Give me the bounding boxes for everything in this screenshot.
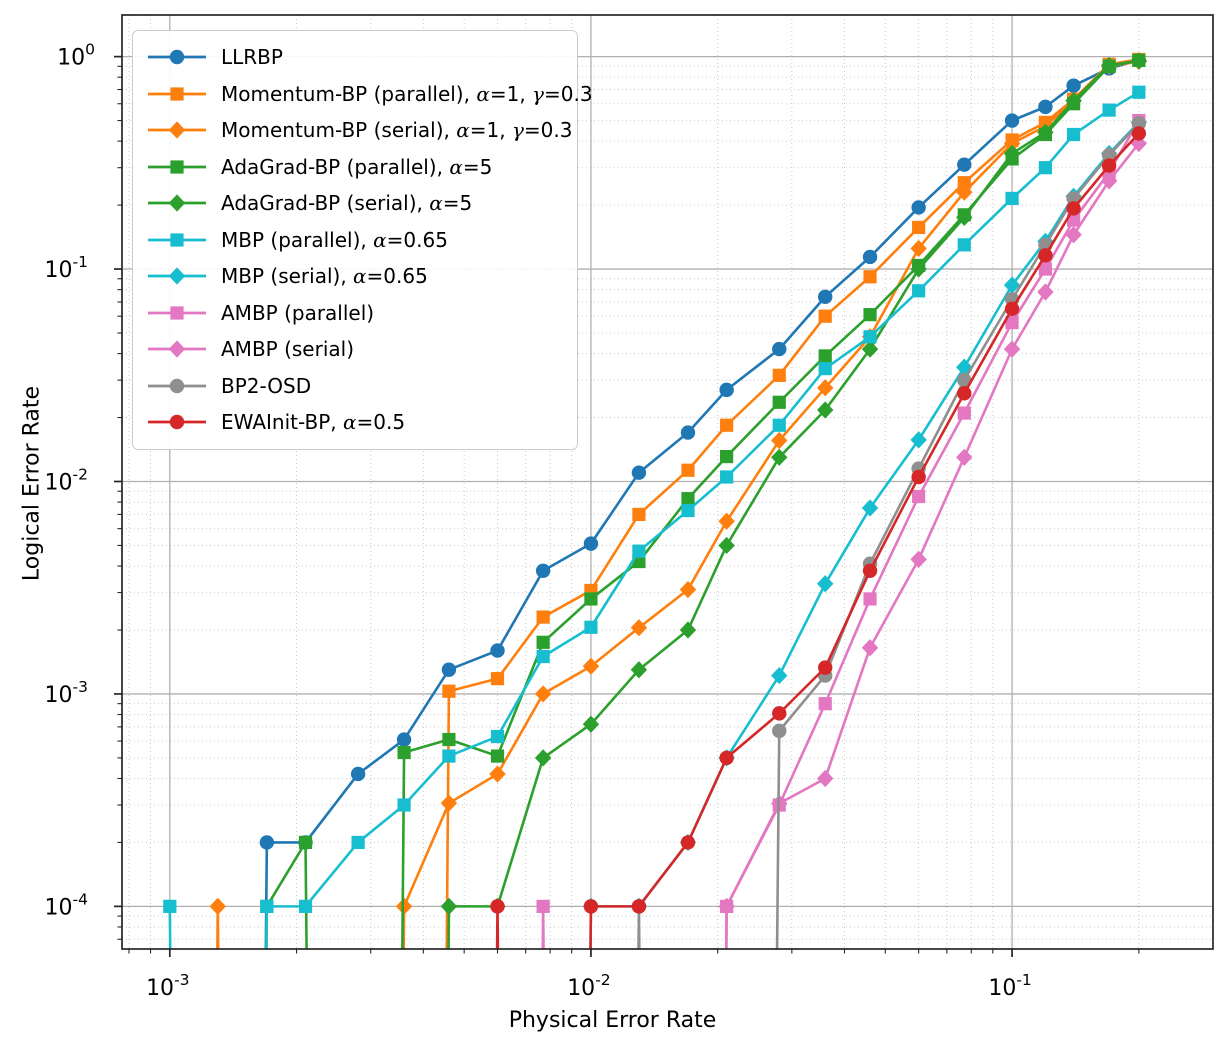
legend-item-ambp-serial-: AMBP (serial) — [133, 331, 577, 368]
y-tick-label: 10-2 — [45, 465, 88, 495]
square-marker-icon — [148, 233, 206, 247]
legend-item-adagrad-bp-serial-5: AdaGrad-BP (serial), α=5 — [133, 185, 577, 222]
y-axis-label: Logical Error Rate — [19, 385, 45, 582]
legend-label: AMBP (serial) — [221, 337, 354, 362]
circle-marker-icon — [148, 50, 206, 65]
series-mbp-parallel-0-65 — [163, 85, 1146, 949]
y-tick-label: 10-1 — [45, 253, 88, 283]
circle-marker-icon — [148, 415, 206, 430]
x-tick-label: 10-2 — [567, 971, 610, 1001]
y-tick-label: 10-4 — [45, 890, 88, 920]
legend-label: BP2-OSD — [221, 373, 312, 398]
legend-item-mbp-serial-0-65: MBP (serial), α=0.65 — [133, 258, 577, 295]
legend-item-bp2-osd: BP2-OSD — [133, 368, 577, 405]
legend-item-momentum-bp-serial-1-0-3: Momentum-BP (serial), α=1, γ=0.3 — [133, 112, 577, 149]
series-ewainit-bp-0-5 — [490, 126, 1147, 949]
y-tick-label: 100 — [57, 41, 95, 71]
legend-label: AMBP (parallel) — [221, 300, 375, 325]
y-tick-label: 10-3 — [45, 678, 88, 708]
x-tick-label: 10-3 — [146, 971, 189, 1001]
square-marker-icon — [148, 87, 206, 101]
legend-label: Momentum-BP (serial), α=1, γ=0.3 — [221, 118, 573, 143]
legend-item-momentum-bp-parallel-1-0-3: Momentum-BP (parallel), α=1, γ=0.3 — [133, 76, 593, 113]
legend-item-ambp-parallel-: AMBP (parallel) — [133, 295, 577, 332]
legend-item-ewainit-bp-0-5: EWAInit-BP, α=0.5 — [133, 404, 577, 441]
legend-label: AdaGrad-BP (parallel), α=5 — [221, 154, 493, 179]
diamond-marker-icon — [148, 121, 206, 139]
legend-item-mbp-parallel-0-65: MBP (parallel), α=0.65 — [133, 222, 577, 259]
legend-label: EWAInit-BP, α=0.5 — [221, 410, 406, 435]
square-marker-icon — [148, 160, 206, 174]
square-marker-icon — [148, 306, 206, 320]
diamond-marker-icon — [148, 267, 206, 285]
circle-marker-icon — [148, 378, 206, 393]
legend-label: AdaGrad-BP (serial), α=5 — [221, 191, 473, 216]
diamond-marker-icon — [148, 340, 206, 358]
diamond-marker-icon — [148, 194, 206, 212]
x-tick-label: 10-1 — [988, 971, 1031, 1001]
legend-label: Momentum-BP (parallel), α=1, γ=0.3 — [221, 81, 593, 106]
x-axis-label: Physical Error Rate — [508, 1008, 717, 1033]
legend-label: MBP (parallel), α=0.65 — [221, 227, 448, 252]
series-adagrad-bp-serial-5 — [440, 52, 1148, 949]
legend-label: LLRBP — [221, 45, 283, 70]
legend-label: MBP (serial), α=0.65 — [221, 264, 428, 289]
legend: LLRBP Momentum-BP (parallel), α=1, γ=0.3 M… — [132, 30, 593, 450]
legend-item-adagrad-bp-parallel-5: AdaGrad-BP (parallel), α=5 — [133, 149, 577, 186]
legend-item-llrbp: LLRBP — [133, 39, 577, 76]
